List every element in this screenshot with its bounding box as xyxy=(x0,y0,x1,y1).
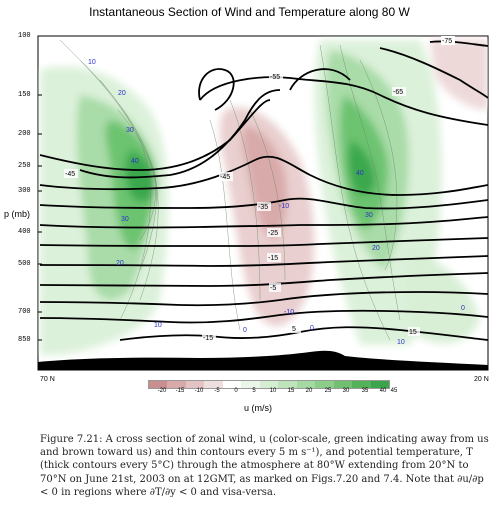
wind-label: 30 xyxy=(126,127,134,134)
wind-label: 30 xyxy=(121,216,129,223)
y-ticks xyxy=(38,35,42,341)
colorbar-tick: 20 xyxy=(305,388,313,394)
temperature-label: 5 xyxy=(292,326,296,333)
colorbar xyxy=(148,380,390,389)
y-tick-label: 850 xyxy=(18,336,31,344)
figure-title: Instantaneous Section of Wind and Temper… xyxy=(89,5,410,19)
colorbar-tick: 0 xyxy=(234,388,238,394)
temperature-contours xyxy=(39,40,488,341)
y-tick-label: 100 xyxy=(18,32,31,40)
colorbar-tick: 45 xyxy=(390,388,398,394)
wind-label: 10 xyxy=(397,339,405,346)
temperature-label: -45 xyxy=(220,174,230,181)
wind-label: 40 xyxy=(131,158,139,165)
colorbar-tick: -20 xyxy=(157,388,167,394)
temperature-label: -15 xyxy=(268,255,278,262)
wind-contours xyxy=(59,39,401,341)
figure-caption: Figure 7.21: A cross section of zonal wi… xyxy=(40,433,490,499)
y-tick-label: 400 xyxy=(18,228,31,236)
wind-label: 10 xyxy=(154,322,162,329)
wind-label: 20 xyxy=(372,245,380,252)
y-tick-label: 700 xyxy=(18,308,31,316)
y-axis-label: p (mb) xyxy=(4,209,31,219)
x-axis-left-label: 70 N xyxy=(40,376,55,383)
colorbar-tick: -15 xyxy=(175,388,185,394)
wind-label: 20 xyxy=(118,90,126,97)
wind-label: -10 xyxy=(279,203,289,210)
wind-label: 10 xyxy=(88,59,96,66)
colorbar-tick: 5 xyxy=(252,388,256,394)
temperature-label: -35 xyxy=(258,204,268,211)
y-tick-label: 500 xyxy=(18,260,31,268)
wind-label: 30 xyxy=(365,212,373,219)
colorbar-tick: 10 xyxy=(269,388,277,394)
colorbar-tick: -10 xyxy=(194,388,204,394)
wind-shading xyxy=(40,40,488,356)
temperature-label: -25 xyxy=(268,230,278,237)
colorbar-labels: -20 -15 -10 -5 0 5 10 15 20 25 30 35 40 … xyxy=(148,388,398,398)
y-tick-label: 250 xyxy=(18,162,31,170)
temperature-label: -55 xyxy=(270,74,280,81)
y-tick-label: 200 xyxy=(18,130,31,138)
wind-label: 20 xyxy=(116,260,124,267)
wind-labels: 10 20 30 40 30 20 10 0 -10 -10 0 40 30 2… xyxy=(88,59,465,346)
wind-label: 0 xyxy=(243,327,247,334)
wind-label: 40 xyxy=(356,170,364,177)
temperature-label: -75 xyxy=(442,38,452,45)
y-tick-label: 150 xyxy=(18,91,31,99)
wind-label: 0 xyxy=(310,325,314,332)
temperature-label: -5 xyxy=(270,285,276,292)
colorbar-tick: 30 xyxy=(342,388,350,394)
temperature-label: -15 xyxy=(203,335,213,342)
colorbar-tick: 35 xyxy=(361,388,369,394)
x-axis-right-label: 20 N xyxy=(474,376,489,383)
colorbar-tick: 15 xyxy=(287,388,295,394)
wind-label: -10 xyxy=(284,309,294,316)
colorbar-tick: 25 xyxy=(324,388,332,394)
terrain xyxy=(38,350,488,370)
y-tick-label: 300 xyxy=(18,187,31,195)
colorbar-tick: -5 xyxy=(214,388,220,394)
caption-text: Figure 7.21: A cross section of zonal wi… xyxy=(40,434,489,498)
temperature-label: 15 xyxy=(409,329,417,336)
colorbar-tick: 40 xyxy=(379,388,387,394)
temperature-label: -45 xyxy=(65,171,75,178)
temperature-labels: -75 -65 -55 -45 -45 -35 -25 -15 -5 5 15 … xyxy=(64,36,455,342)
wind-label: 0 xyxy=(461,305,465,312)
wind-temperature-section: 10 20 30 40 30 20 10 0 -10 -10 0 40 30 2… xyxy=(37,35,489,371)
temperature-label: -65 xyxy=(393,89,403,96)
colorbar-unit-label: u (m/s) xyxy=(244,403,272,413)
